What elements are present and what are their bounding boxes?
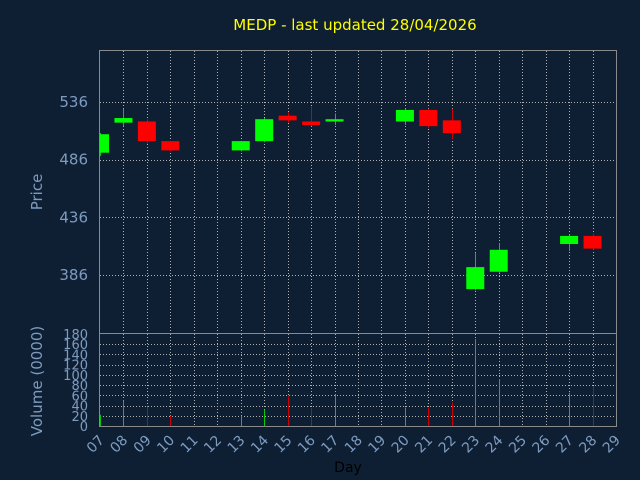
price-tick-label: 486 — [59, 151, 88, 169]
volume-tick-label: 160 — [63, 338, 88, 353]
day-axis-ticks: 07 08 09 10 11 12 13 14 15 16 17 18 19 20 21 22 23 24 25 26… — [84, 432, 624, 456]
candle-body — [466, 267, 485, 290]
price-candles — [100, 106, 602, 291]
volume-axis-label: Volume (0000) — [28, 326, 46, 436]
volume-tick-label: 100 — [63, 369, 88, 384]
x-axis-label: Day — [334, 460, 362, 476]
candle-body — [442, 120, 461, 134]
candle-body — [489, 249, 508, 272]
volume-tick-label: 80 — [71, 379, 88, 394]
volume-tick-label: 0 — [80, 420, 88, 435]
candle-body — [278, 115, 297, 121]
price-tick-label: 536 — [59, 93, 88, 111]
price-axis-ticks: 536 486 436 386 — [59, 93, 88, 284]
candle-body — [583, 235, 602, 249]
volume-tick-label: 120 — [63, 359, 88, 374]
volume-tick-label: 180 — [63, 328, 88, 343]
grid-lines — [100, 51, 616, 426]
candle-body — [137, 121, 156, 142]
volume-tick-label: 20 — [71, 410, 88, 425]
candle-body — [100, 134, 109, 153]
candle-body — [255, 119, 274, 142]
volume-tick-label: 140 — [63, 348, 88, 363]
candle-body — [302, 121, 321, 125]
candle-body — [395, 109, 414, 122]
volume-tick-label: 40 — [71, 400, 88, 415]
price-tick-label: 386 — [59, 266, 88, 284]
candle-body — [231, 141, 250, 151]
candle-body — [325, 119, 344, 122]
chart-title: MEDP - last updated 28/04/2026 — [233, 16, 476, 34]
volume-bars — [100, 339, 594, 426]
candle-body — [114, 118, 133, 123]
candle-body — [419, 109, 438, 127]
candle-body — [161, 141, 180, 151]
price-axis-label: Price — [28, 174, 46, 211]
volume-tick-label: 60 — [71, 389, 88, 404]
candle-body — [560, 235, 579, 245]
price-tick-label: 436 — [59, 208, 88, 226]
